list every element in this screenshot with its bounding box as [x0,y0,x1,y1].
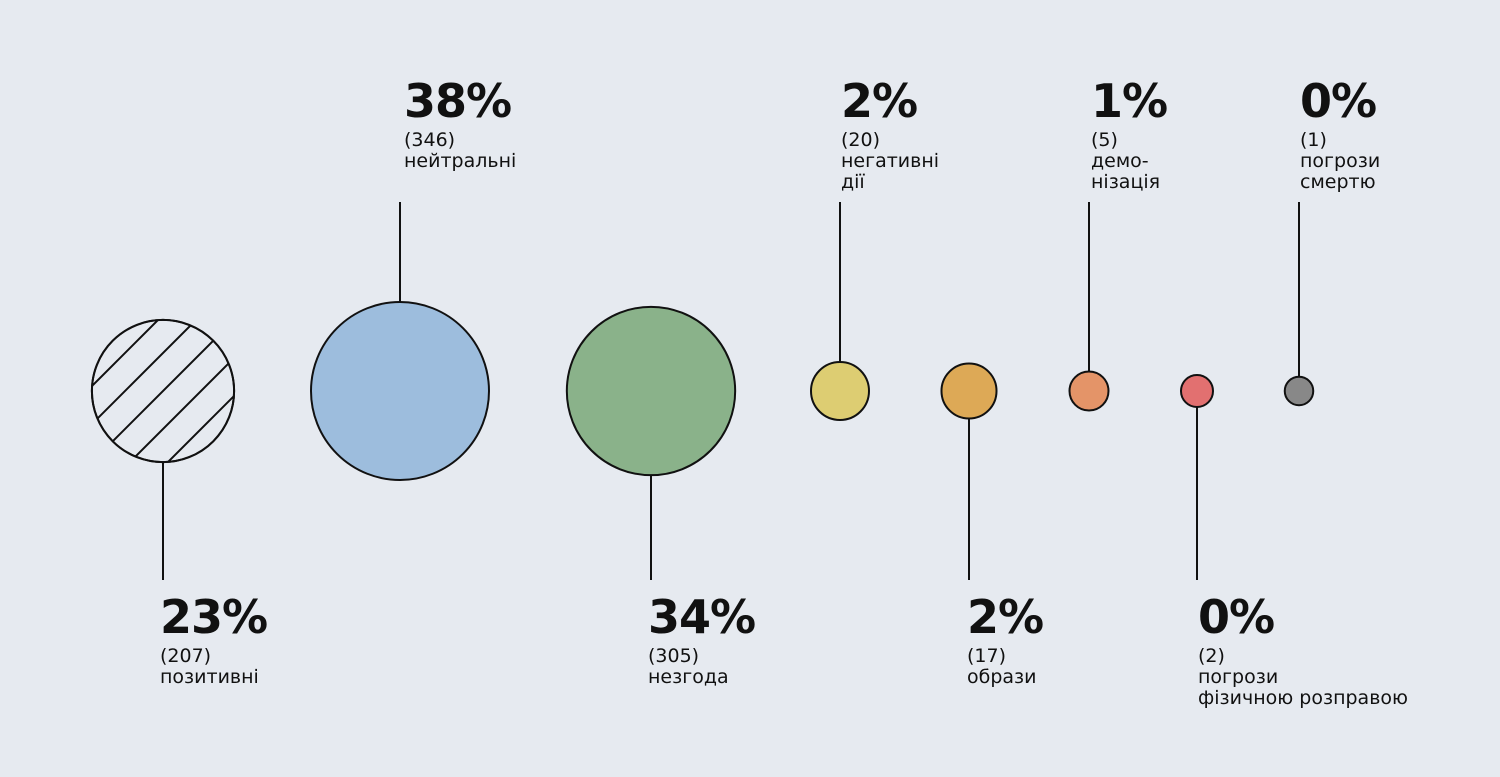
bubble-insults [940,362,998,420]
category-label: демо- [1091,150,1149,172]
count-label: (20) [841,129,881,151]
count-label: (207) [160,645,212,667]
label-neutral: 38% (346) нейтральні [404,78,516,172]
count-label: (17) [967,645,1007,667]
category-label: смертю [1300,171,1376,193]
label-positive: 23% (207) позитивні [160,590,268,688]
category-label: погрози [1300,150,1381,172]
label-disagree: 34% (305) незгода [648,590,756,688]
label-negative-actions: 2% (20) негативні дії [841,78,939,193]
label-threats-physical: 0% (2) погрози фізичною розправою [1198,594,1408,709]
percent-label: 38% [404,74,512,128]
bubble-hatch-positive [91,319,235,463]
count-label: (305) [648,645,700,667]
label-insults: 2% (17) образи [967,590,1044,688]
count-label: (5) [1091,129,1118,151]
bubble-disagree [565,305,737,477]
category-label: нейтральні [404,150,517,172]
percent-label: 34% [648,590,756,644]
count-label: (1) [1300,129,1327,151]
category-label: нізація [1091,171,1161,193]
count-label: (346) [404,129,456,151]
category-label: негативні [841,150,940,172]
category-label: погрози [1198,666,1279,688]
count-label: (2) [1198,645,1225,667]
percent-label: 2% [841,74,918,128]
category-label: позитивні [160,666,259,688]
percent-label: 1% [1091,74,1168,128]
category-label: фізичною розправою [1198,687,1409,709]
bubble-neutral [310,301,490,481]
bubble-demonization [1068,370,1110,412]
label-threats-death: 0% (1) погрози смертю [1300,78,1380,193]
label-demonization: 1% (5) демо- нізація [1091,74,1168,193]
bubble-threats_death [1283,375,1315,407]
bubble-negative_actions [810,361,870,421]
category-label: дії [841,171,865,193]
percent-label: 23% [160,590,268,644]
percent-label: 0% [1198,590,1275,644]
category-label: незгода [648,666,729,688]
bubble-threats_physical [1179,373,1215,409]
category-label: образи [967,666,1037,688]
percent-label: 2% [967,590,1044,644]
bubble-outline-positive [90,318,236,464]
percent-label: 0% [1300,74,1377,128]
